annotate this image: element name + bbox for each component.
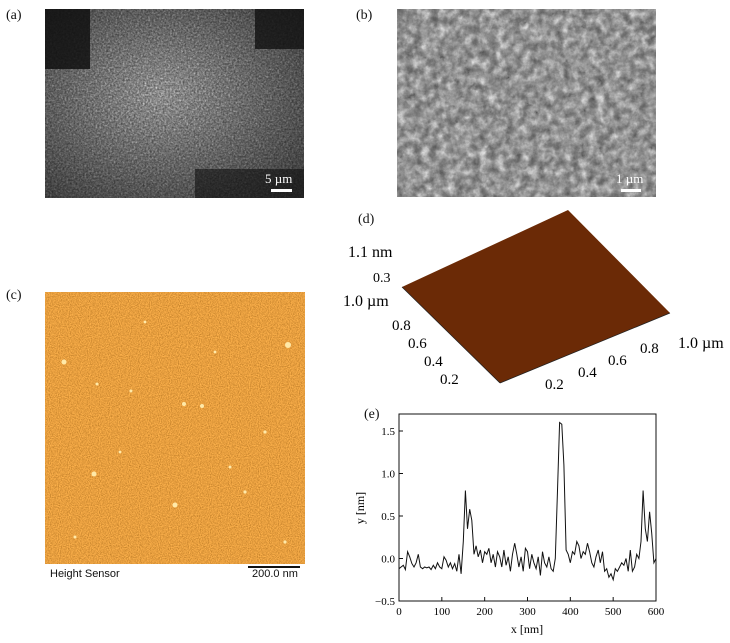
plot-frame [398,413,657,602]
panel-letter-e: (e) [364,407,380,422]
profile-chart: −0.5 0.0 0.5 1.0 1.5 0 100 200 300 400 500 600 x [… [353,413,665,636]
afm-scale-label: 200.0 nm [252,568,298,580]
sem-image-a: 5 µm [45,9,304,198]
panel-letter-b: (b) [356,8,373,23]
x-tick-label: 300 [519,606,536,618]
y-axis-title: y [nm] [353,492,367,524]
x-axis-line [499,312,671,384]
afm-height-image [45,292,305,564]
z-tick-label: 0.3 [373,271,391,286]
scale-label-b: 1 µm [616,171,644,186]
scale-label-a: 5 µm [265,171,293,186]
x-tick-0.4: 0.4 [578,365,597,381]
y-tick-0.6: 0.6 [408,336,427,352]
y-tick-label: 0.0 [381,554,395,566]
x-tick-label: 100 [434,606,451,618]
scale-bar-b [621,189,641,192]
y-tick-0.8: 0.8 [392,318,411,334]
panel-letter-c: (c) [6,288,22,303]
panel-letter-d: (d) [358,212,375,227]
x-ticks: 0 100 200 300 400 500 600 [396,597,665,618]
y-axis-label: 1.0 µm [343,293,389,310]
scale-bar-a [271,189,292,192]
x-tick-label: 400 [562,606,579,618]
afm-bright-particles [61,320,291,544]
x-axis-title: x [nm] [511,622,543,636]
y-tick-label: 1.5 [381,426,395,438]
z-max-label: 1.1 nm [348,244,393,261]
y-tick-label: −0.5 [375,596,395,608]
y-tick-label: 0.5 [381,511,395,523]
x-tick-label: 500 [605,606,622,618]
y-tick-label: 1.0 [381,469,395,481]
sem-texture-a [45,9,304,198]
y-tick-0.2: 0.2 [440,372,459,388]
x-tick-label: 600 [648,606,665,618]
x-axis-label: 1.0 µm [678,335,724,352]
panel-letter-a: (a) [6,8,22,23]
sem-texture-b [397,9,656,197]
surface-spikes [411,205,655,381]
afm-scale-bar [248,566,300,568]
y-ticks: −0.5 0.0 0.5 1.0 1.5 [375,426,403,608]
afm-3d-surface: 1.1 nm 0.3 1.0 µm 0.8 0.6 0.4 0.2 0.2 0.… [343,205,724,393]
afm-texture [45,292,305,564]
x-tick-label: 0 [396,606,402,618]
y-tick-0.4: 0.4 [424,354,443,370]
profile-line [398,421,657,582]
x-tick-0.8: 0.8 [640,341,659,357]
x-tick-0.6: 0.6 [608,353,627,369]
x-tick-0.2: 0.2 [545,377,564,393]
y-axis-line [401,286,501,384]
x-tick-label: 200 [476,606,493,618]
afm-caption: Height Sensor [50,568,120,580]
sem-image-b: 1 µm [397,9,656,197]
